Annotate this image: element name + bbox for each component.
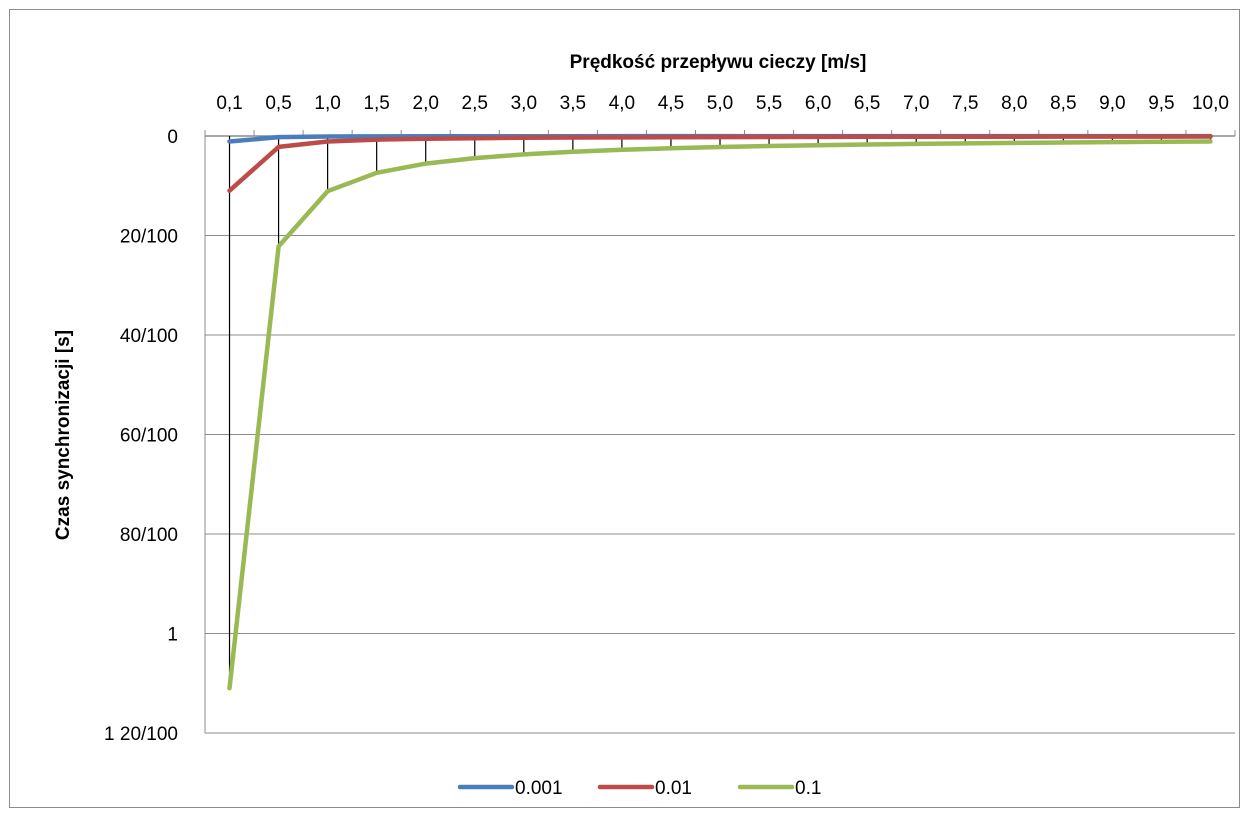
x-tick-label: 2,5 [462,93,488,114]
x-tick-label: 8,0 [1001,93,1027,114]
x-tick-label: 7,5 [952,93,978,114]
y-tick-label: 80/100 [120,525,178,546]
legend: 0.001 0.01 0.1 [457,778,821,799]
y-axis-title: Czas synchronizacji [s] [53,330,74,540]
x-tick-label: 6,0 [805,93,831,114]
chart-border [9,9,1240,808]
y-tick-label: 1 [167,625,178,646]
x-tick-label: 9,0 [1099,93,1125,114]
series-line-0_01 [227,134,1213,193]
y-tick-label: 0 [167,127,178,148]
x-tick-label: 3,5 [560,93,586,114]
legend-label: 0.1 [795,778,821,799]
x-tick-label: 5,0 [707,93,733,114]
x-tick-label: 3,0 [511,93,537,114]
legend-label: 0.001 [515,778,563,799]
x-tick-label: 7,0 [903,93,929,114]
x-tick-label: 4,0 [609,93,635,114]
x-tick-label: 8,5 [1050,93,1076,114]
x-tick-label: 4,5 [658,93,684,114]
x-axis-title: Prędkość przepływu cieczy [m/s] [570,52,867,73]
x-tick-label: 1,0 [314,93,340,114]
y-tick-label: 1 20/100 [104,724,178,745]
y-tick-label: 60/100 [120,426,178,447]
x-tick-label: 9,5 [1148,93,1174,114]
x-tick-label: 0,5 [265,93,291,114]
legend-label: 0.01 [655,778,692,799]
y-tick-label: 40/100 [120,326,178,347]
x-tick-label: 0,1 [216,93,242,114]
x-tick-label: 10,0 [1192,93,1229,114]
x-tick-label: 2,0 [413,93,439,114]
x-tick-label: 6,5 [854,93,880,114]
x-tick-label: 1,5 [363,93,389,114]
series-lines [227,133,1213,691]
x-tick-label: 5,5 [756,93,782,114]
series-line-0_1 [227,139,1213,691]
y-tick-label: 20/100 [120,227,178,248]
